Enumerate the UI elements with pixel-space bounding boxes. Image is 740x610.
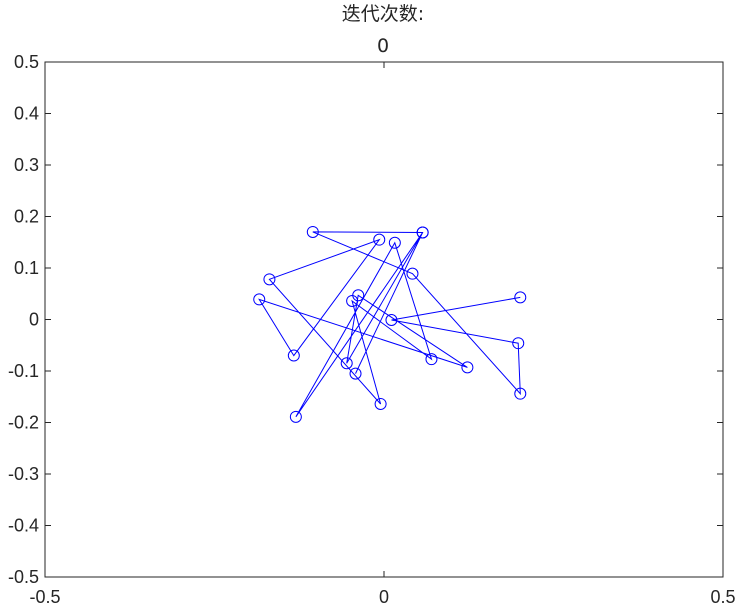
x-tick-label: 0.5 bbox=[710, 587, 735, 607]
y-tick-label: -0.5 bbox=[8, 567, 39, 587]
data-point bbox=[512, 337, 525, 350]
x-tick-label: 0 bbox=[379, 587, 389, 607]
y-tick-label: -0.2 bbox=[8, 413, 39, 433]
x-axis: -0.5 0 0.5 bbox=[29, 62, 736, 607]
data-point bbox=[425, 353, 438, 366]
data-point bbox=[416, 226, 429, 239]
x-tick-label: -0.5 bbox=[29, 587, 60, 607]
y-tick-label: 0.2 bbox=[14, 207, 39, 227]
data-point bbox=[514, 387, 527, 400]
data-point bbox=[388, 236, 401, 249]
data-point bbox=[373, 233, 386, 246]
data-point bbox=[385, 314, 398, 327]
series-layer bbox=[253, 225, 527, 423]
data-point bbox=[461, 361, 474, 374]
plot-area bbox=[44, 61, 724, 578]
y-tick-label: 0.4 bbox=[14, 104, 39, 124]
data-point bbox=[340, 357, 353, 370]
chart-subtitle: 0 bbox=[377, 35, 389, 57]
y-tick-label: 0.3 bbox=[14, 155, 39, 175]
y-tick-label: 0 bbox=[29, 310, 39, 330]
data-point bbox=[349, 367, 362, 380]
y-axis: -0.5 -0.4 -0.3 -0.2 -0.1 0 0.1 0.2 0.3 0.4 0.5 bbox=[8, 52, 723, 587]
data-point bbox=[346, 294, 359, 307]
data-point bbox=[289, 410, 302, 423]
y-tick-label: 0.1 bbox=[14, 258, 39, 278]
data-point bbox=[253, 293, 266, 306]
data-point bbox=[406, 267, 419, 280]
data-point bbox=[287, 349, 300, 362]
data-point bbox=[263, 273, 276, 286]
chart-title: 迭代次数: bbox=[342, 3, 424, 25]
data-point bbox=[374, 397, 387, 410]
series-line bbox=[258, 231, 521, 418]
y-tick-label: -0.3 bbox=[8, 464, 39, 484]
data-point bbox=[514, 291, 527, 304]
y-tick-label: 0.5 bbox=[14, 52, 39, 72]
y-tick-label: -0.1 bbox=[8, 361, 39, 381]
y-tick-label: -0.4 bbox=[8, 516, 39, 536]
data-point bbox=[306, 225, 319, 238]
